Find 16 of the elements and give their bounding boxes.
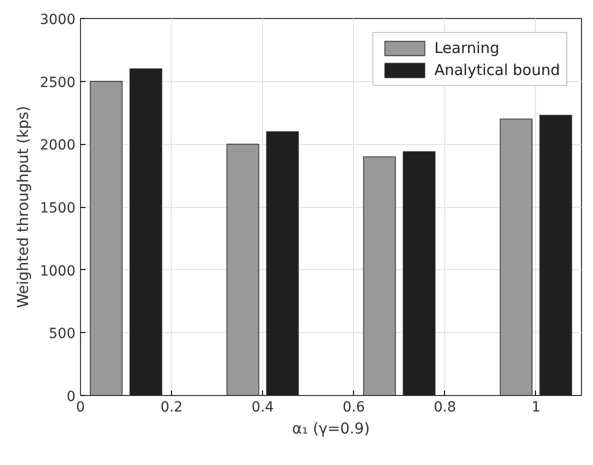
y-tick-label: 2000 <box>40 138 76 154</box>
y-tick-label: 1000 <box>40 263 76 280</box>
x-tick-label: 1 <box>532 400 540 416</box>
x-tick-label: 0.4 <box>252 400 274 416</box>
x-tick-label: 0.8 <box>434 400 456 416</box>
x-tick-label: 0.2 <box>160 400 183 416</box>
y-tick-label: 0 <box>66 389 76 405</box>
x-tick-label: 0.6 <box>342 400 365 416</box>
legend-label: Analytical bound <box>434 61 560 79</box>
x-axis-title: α₁ (γ=0.9) <box>292 420 370 438</box>
y-tick-label: 2500 <box>40 74 76 91</box>
y-tick-label: 500 <box>48 326 76 342</box>
y-axis-title: Weighted throughput (kps) <box>14 106 32 308</box>
legend-label: Learning <box>434 39 500 57</box>
y-tick-label: 3000 <box>40 12 76 28</box>
y-tick-label: 1500 <box>40 200 76 216</box>
